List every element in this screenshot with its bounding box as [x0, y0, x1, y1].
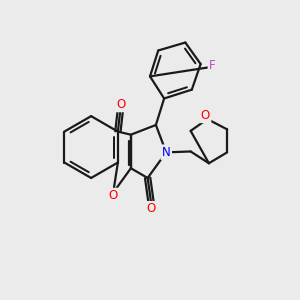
Text: N: N [162, 146, 171, 159]
Text: O: O [147, 202, 156, 215]
Text: O: O [109, 189, 118, 202]
Text: F: F [209, 59, 216, 72]
Text: O: O [201, 109, 210, 122]
Text: O: O [116, 98, 125, 111]
